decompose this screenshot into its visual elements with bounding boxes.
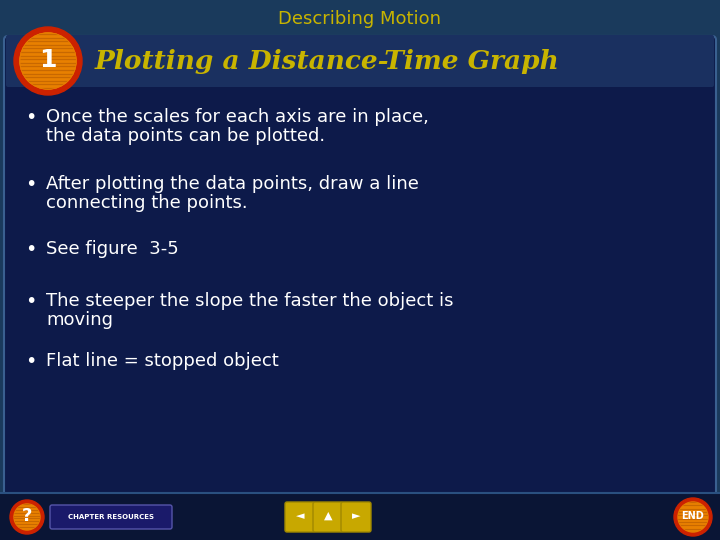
Circle shape [14, 504, 40, 530]
FancyBboxPatch shape [6, 35, 714, 87]
Text: The steeper the slope the faster the object is: The steeper the slope the faster the obj… [46, 292, 454, 310]
FancyBboxPatch shape [4, 36, 716, 496]
Text: •: • [25, 108, 37, 127]
Circle shape [20, 33, 76, 89]
FancyBboxPatch shape [0, 493, 720, 540]
Text: Describing Motion: Describing Motion [279, 10, 441, 28]
Text: CHAPTER RESOURCES: CHAPTER RESOURCES [68, 514, 154, 520]
Text: See figure  3-5: See figure 3-5 [46, 240, 179, 258]
Circle shape [674, 498, 712, 536]
Text: ▲: ▲ [324, 511, 332, 521]
Text: After plotting the data points, draw a line: After plotting the data points, draw a l… [46, 175, 419, 193]
FancyBboxPatch shape [341, 502, 371, 532]
Text: •: • [25, 240, 37, 259]
Text: •: • [25, 352, 37, 371]
FancyBboxPatch shape [313, 502, 343, 532]
Text: Plotting a Distance-Time Graph: Plotting a Distance-Time Graph [95, 49, 559, 73]
Text: •: • [25, 292, 37, 311]
Text: moving: moving [46, 311, 113, 329]
FancyBboxPatch shape [0, 0, 720, 40]
Text: ?: ? [22, 507, 32, 525]
Circle shape [20, 33, 76, 89]
Text: Flat line = stopped object: Flat line = stopped object [46, 352, 279, 370]
Text: the data points can be plotted.: the data points can be plotted. [46, 127, 325, 145]
FancyBboxPatch shape [50, 505, 172, 529]
Text: ◄: ◄ [296, 511, 305, 521]
Circle shape [14, 27, 82, 95]
Circle shape [10, 500, 44, 534]
Text: •: • [25, 175, 37, 194]
FancyBboxPatch shape [285, 502, 315, 532]
Text: Once the scales for each axis are in place,: Once the scales for each axis are in pla… [46, 108, 429, 126]
Text: connecting the points.: connecting the points. [46, 194, 248, 212]
Text: ►: ► [352, 511, 360, 521]
Text: END: END [682, 511, 704, 521]
Text: 1: 1 [40, 48, 57, 72]
Circle shape [678, 502, 708, 532]
